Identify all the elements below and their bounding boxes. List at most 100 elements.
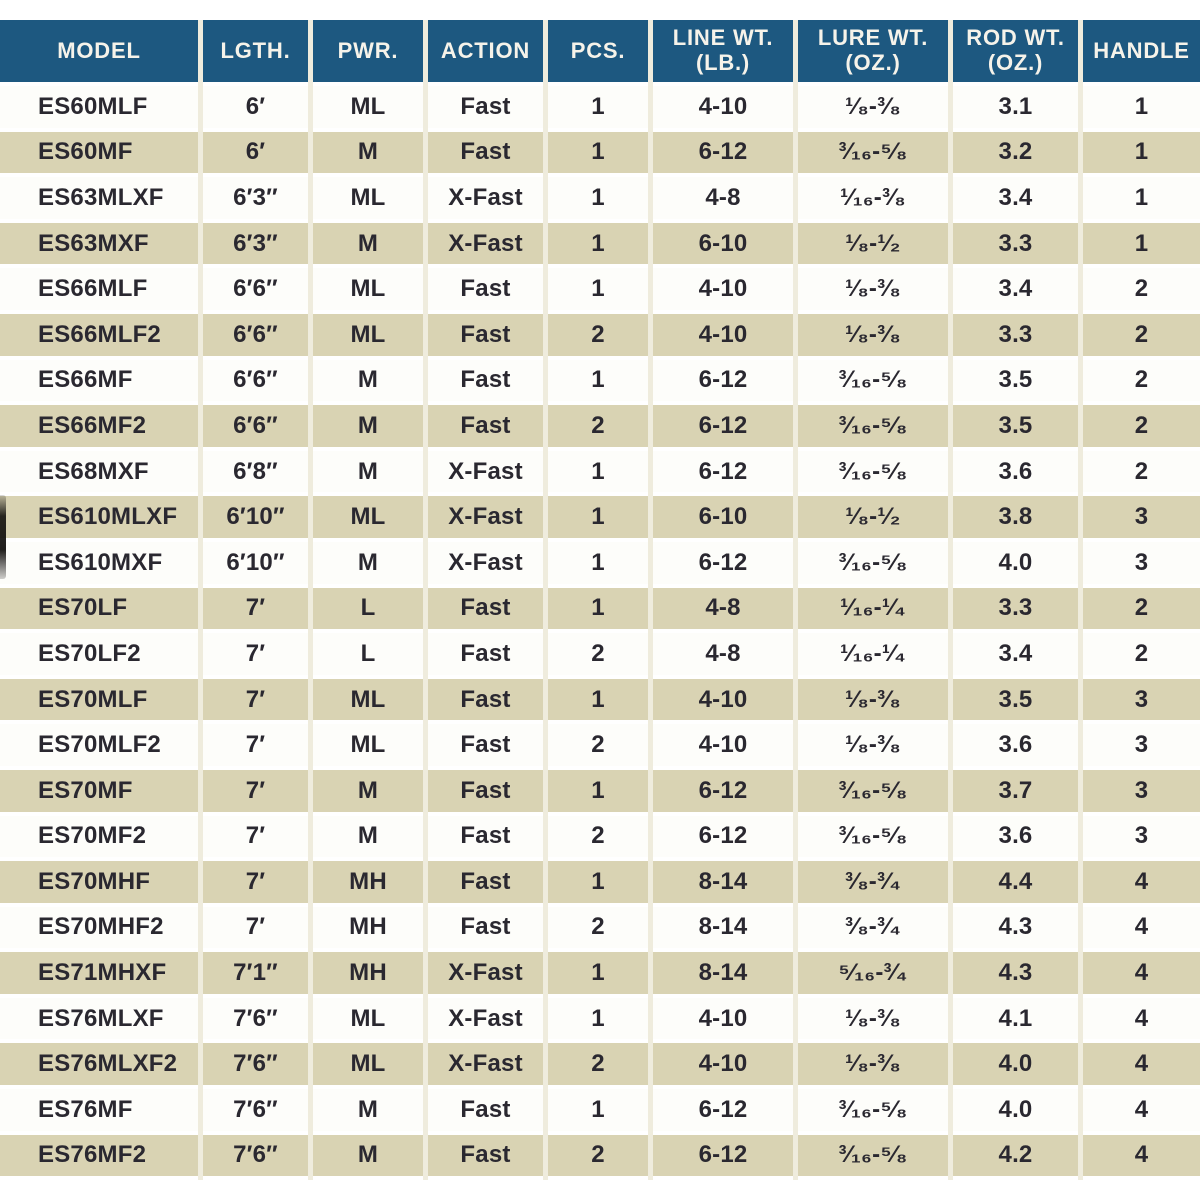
cell-pieces: 2 (548, 815, 648, 862)
cell-line_wt: 6-12 (653, 1134, 793, 1181)
cell-rod_wt: 3.2 (953, 131, 1078, 178)
cell-line_wt: 4-10 (653, 86, 793, 132)
cell-pieces: 1 (548, 450, 648, 497)
cell-action: Fast (428, 86, 543, 132)
cell-power: M (313, 222, 423, 269)
cell-model: ES60MLF (0, 86, 198, 132)
cell-action: Fast (428, 359, 543, 406)
cell-handle: 4 (1083, 997, 1200, 1044)
cell-line_wt: 4-8 (653, 587, 793, 634)
cell-power: ML (313, 724, 423, 770)
cell-length: 6′ (203, 86, 308, 132)
cell-action: Fast (428, 1134, 543, 1181)
cell-model: ES70MF2 (0, 815, 198, 862)
cell-lure_wt: ³⁄₁₆-⁵⁄₈ (798, 405, 948, 451)
cell-length: 7′ (203, 724, 308, 770)
cell-rod_wt: 3.4 (953, 177, 1078, 223)
cell-power: M (313, 359, 423, 406)
cell-model: ES76MF2 (0, 1134, 198, 1181)
cell-lure_wt: ³⁄₁₆-⁵⁄₈ (798, 1089, 948, 1135)
cell-power: M (313, 815, 423, 862)
cell-action: Fast (428, 313, 543, 360)
cell-pieces: 1 (548, 1089, 648, 1135)
cell-length: 6′6″ (203, 405, 308, 451)
cell-model: ES68MXF (0, 450, 198, 497)
cell-rod_wt: 3.3 (953, 313, 1078, 360)
column-header-line_wt: LINE WT. (LB.) (653, 20, 793, 86)
cell-lure_wt: ³⁄₈-³⁄₄ (798, 861, 948, 907)
cell-action: Fast (428, 769, 543, 816)
cell-rod_wt: 4.3 (953, 906, 1078, 953)
cell-pieces: 1 (548, 131, 648, 178)
cell-action: Fast (428, 861, 543, 907)
cell-line_wt: 6-12 (653, 1089, 793, 1135)
cell-action: X-Fast (428, 450, 543, 497)
column-header-label: ACTION (440, 37, 531, 63)
cell-action: Fast (428, 587, 543, 634)
cell-pieces: 1 (548, 861, 648, 907)
column-header-pieces: PCS. (548, 20, 648, 86)
cell-lure_wt: ³⁄₁₆-⁵⁄₈ (798, 1134, 948, 1181)
cell-rod_wt: 3.5 (953, 405, 1078, 451)
cell-rod_wt: 4.3 (953, 952, 1078, 998)
cell-action: Fast (428, 815, 543, 862)
cell-lure_wt: ¹⁄₈-³⁄₈ (798, 1043, 948, 1090)
cell-action: Fast (428, 131, 543, 178)
column-header-label: LINE WT. (672, 25, 774, 51)
cell-model: ES66MLF2 (0, 313, 198, 360)
cell-power: M (313, 541, 423, 588)
cell-length: 6′10″ (203, 496, 308, 542)
cell-power: M (313, 1134, 423, 1181)
cell-length: 6′8″ (203, 450, 308, 497)
cell-model: ES70LF2 (0, 633, 198, 679)
cell-length: 6′3″ (203, 222, 308, 269)
cell-length: 7′6″ (203, 997, 308, 1044)
cell-model: ES63MXF (0, 222, 198, 269)
cell-length: 7′1″ (203, 952, 308, 998)
cell-model: ES71MHXF (0, 952, 198, 998)
cell-model: ES76MLXF2 (0, 1043, 198, 1090)
cell-rod_wt: 3.4 (953, 633, 1078, 679)
cell-power: ML (313, 86, 423, 132)
cell-lure_wt: ¹⁄₈-³⁄₈ (798, 724, 948, 770)
cell-rod_wt: 3.1 (953, 86, 1078, 132)
cell-line_wt: 4-8 (653, 177, 793, 223)
cell-power: L (313, 587, 423, 634)
cell-handle: 4 (1083, 1134, 1200, 1181)
cell-pieces: 1 (548, 997, 648, 1044)
cell-pieces: 1 (548, 268, 648, 314)
cell-rod_wt: 3.8 (953, 496, 1078, 542)
cell-lure_wt: ³⁄₈-³⁄₄ (798, 906, 948, 953)
cell-line_wt: 6-10 (653, 496, 793, 542)
cell-lure_wt: ³⁄₁₆-⁵⁄₈ (798, 131, 948, 178)
cell-rod_wt: 4.1 (953, 997, 1078, 1044)
cell-pieces: 2 (548, 313, 648, 360)
cell-pieces: 1 (548, 541, 648, 588)
cell-rod_wt: 3.7 (953, 769, 1078, 816)
cell-action: Fast (428, 906, 543, 953)
cell-line_wt: 4-10 (653, 678, 793, 725)
cell-length: 7′ (203, 861, 308, 907)
cell-line_wt: 6-10 (653, 222, 793, 269)
cell-length: 7′6″ (203, 1043, 308, 1090)
cell-model: ES610MXF (0, 541, 198, 588)
cell-handle: 2 (1083, 587, 1200, 634)
cell-handle: 2 (1083, 450, 1200, 497)
cell-handle: 3 (1083, 815, 1200, 862)
cell-rod_wt: 4.0 (953, 541, 1078, 588)
cell-line_wt: 8-14 (653, 861, 793, 907)
cell-rod_wt: 3.6 (953, 815, 1078, 862)
cell-line_wt: 4-10 (653, 313, 793, 360)
cell-line_wt: 6-12 (653, 359, 793, 406)
cell-lure_wt: ¹⁄₁₆-¹⁄₄ (798, 633, 948, 679)
cell-action: Fast (428, 1089, 543, 1135)
cell-handle: 2 (1083, 268, 1200, 314)
cell-model: ES70MF (0, 769, 198, 816)
column-header-handle: HANDLE (1083, 20, 1200, 86)
cell-rod_wt: 3.3 (953, 222, 1078, 269)
cell-model: ES70LF (0, 587, 198, 634)
cell-pieces: 2 (548, 1134, 648, 1181)
cell-model: ES66MF2 (0, 405, 198, 451)
cell-handle: 4 (1083, 906, 1200, 953)
cell-line_wt: 8-14 (653, 952, 793, 998)
